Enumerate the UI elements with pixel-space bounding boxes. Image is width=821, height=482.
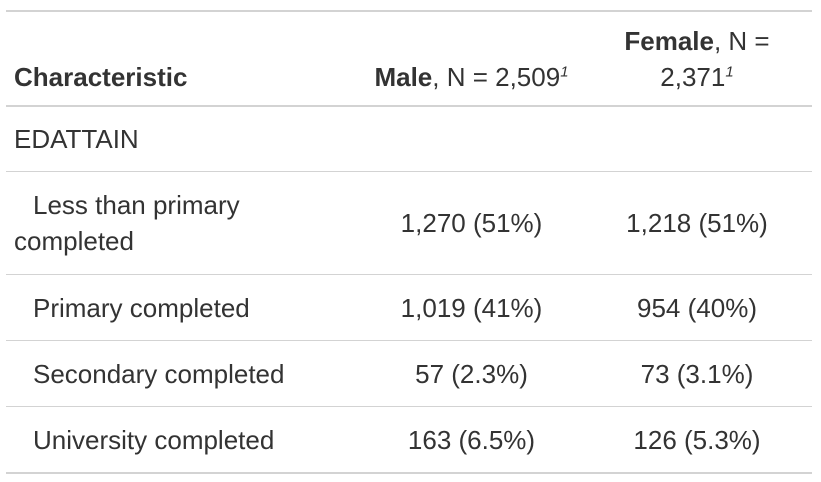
header-characteristic: Characteristic [6, 11, 361, 107]
row-label: Primary completed [33, 292, 250, 323]
header-female-footnote: 1 [725, 63, 734, 81]
table-row-group: EDATTAIN [6, 106, 812, 172]
table-row: Less than primary completed 1,270 (51%) … [6, 171, 812, 275]
row-female-value: 73 (3.1%) [582, 340, 812, 407]
row-male-value: 163 (6.5%) [361, 406, 582, 473]
group-female-cell [582, 106, 812, 172]
summary-table-container: Characteristic Male, N = 2,5091 Female, … [6, 10, 812, 474]
row-label: Secondary completed [33, 358, 285, 389]
group-male-cell [361, 106, 582, 172]
row-female-value: 954 (40%) [582, 274, 812, 341]
row-female-value: 126 (5.3%) [582, 406, 812, 473]
row-label-cell: Primary completed [6, 274, 361, 341]
row-label: University completed [33, 424, 275, 455]
group-label: EDATTAIN [14, 124, 139, 154]
row-male-value: 1,270 (51%) [361, 171, 582, 275]
row-label-cell: Secondary completed [6, 340, 361, 407]
table-body: EDATTAIN Less than primary completed 1,2… [6, 106, 812, 473]
header-male-footnote: 1 [560, 63, 569, 81]
header-male: Male, N = 2,5091 [361, 11, 582, 107]
table-header: Characteristic Male, N = 2,5091 Female, … [6, 11, 812, 107]
header-male-n: , N = 2,509 [432, 62, 561, 92]
row-label-cell: University completed [6, 406, 361, 473]
row-female-value: 1,218 (51%) [582, 171, 812, 275]
row-label: Less than primary completed [14, 190, 240, 256]
header-female-label: Female [624, 26, 714, 56]
header-female: Female, N = 2,3711 [582, 11, 812, 107]
table-row: University completed 163 (6.5%) 126 (5.3… [6, 406, 812, 473]
row-male-value: 57 (2.3%) [361, 340, 582, 407]
header-male-label: Male [374, 62, 433, 92]
table-row: Primary completed 1,019 (41%) 954 (40%) [6, 274, 812, 341]
row-male-value: 1,019 (41%) [361, 274, 582, 341]
table-row: Secondary completed 57 (2.3%) 73 (3.1%) [6, 340, 812, 407]
summary-table: Characteristic Male, N = 2,5091 Female, … [6, 10, 812, 474]
header-female-n: , N = 2,371 [660, 26, 770, 92]
row-label-cell: Less than primary completed [6, 171, 361, 275]
